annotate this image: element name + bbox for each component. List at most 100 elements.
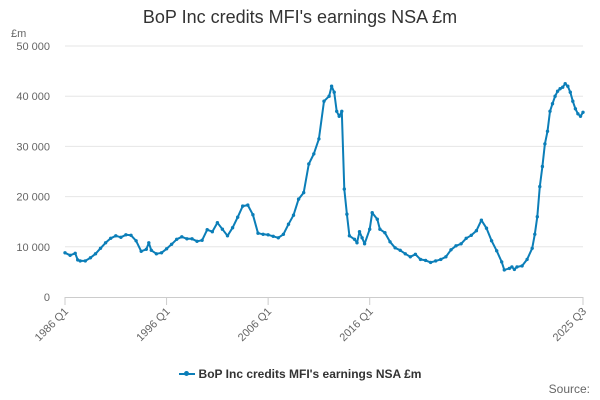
data-point[interactable]: [525, 257, 529, 262]
data-point[interactable]: [535, 215, 539, 219]
data-point[interactable]: [190, 237, 194, 241]
data-point[interactable]: [500, 260, 504, 264]
data-point[interactable]: [139, 249, 143, 253]
data-point[interactable]: [515, 265, 519, 269]
data-point[interactable]: [185, 237, 189, 241]
data-point[interactable]: [507, 266, 512, 271]
data-point[interactable]: [398, 248, 402, 252]
data-point[interactable]: [119, 235, 123, 239]
data-point[interactable]: [357, 230, 362, 234]
data-point[interactable]: [512, 267, 517, 272]
data-point[interactable]: [543, 142, 547, 146]
data-point[interactable]: [439, 257, 443, 262]
data-point[interactable]: [413, 252, 418, 256]
data-point[interactable]: [340, 109, 344, 114]
data-point[interactable]: [261, 232, 265, 236]
data-point[interactable]: [180, 235, 184, 239]
data-point[interactable]: [286, 222, 291, 226]
data-point[interactable]: [418, 257, 423, 262]
data-point[interactable]: [147, 241, 151, 245]
data-point[interactable]: [555, 89, 560, 93]
data-point[interactable]: [530, 246, 534, 250]
data-point[interactable]: [533, 232, 537, 236]
data-point[interactable]: [495, 249, 499, 253]
data-point[interactable]: [129, 233, 133, 237]
data-point[interactable]: [205, 228, 209, 232]
data-point[interactable]: [307, 162, 311, 166]
data-point[interactable]: [428, 260, 433, 265]
data-point[interactable]: [98, 246, 103, 250]
data-point[interactable]: [408, 255, 412, 259]
data-point[interactable]: [149, 248, 153, 252]
data-point[interactable]: [159, 251, 164, 255]
data-point[interactable]: [383, 231, 387, 235]
data-point[interactable]: [215, 221, 220, 225]
data-point[interactable]: [220, 227, 225, 231]
data-point[interactable]: [459, 242, 463, 246]
data-point[interactable]: [114, 234, 118, 238]
data-point[interactable]: [538, 184, 542, 189]
data-point[interactable]: [103, 241, 108, 245]
data-point[interactable]: [322, 99, 326, 103]
data-point[interactable]: [296, 197, 301, 201]
data-point[interactable]: [347, 234, 352, 238]
data-point[interactable]: [251, 213, 255, 217]
legend[interactable]: BoP Inc credits MFI's earnings NSA £m: [0, 364, 600, 381]
data-point[interactable]: [464, 236, 468, 240]
data-point[interactable]: [479, 218, 484, 222]
data-point[interactable]: [329, 84, 334, 88]
data-point[interactable]: [352, 237, 357, 241]
data-point[interactable]: [469, 233, 473, 237]
data-point[interactable]: [302, 190, 306, 195]
data-point[interactable]: [434, 259, 438, 263]
data-point[interactable]: [281, 232, 286, 236]
data-point[interactable]: [566, 84, 570, 88]
data-point[interactable]: [576, 112, 580, 116]
data-point[interactable]: [489, 239, 494, 243]
legend-item[interactable]: BoP Inc credits MFI's earnings NSA £m: [178, 367, 421, 381]
data-point[interactable]: [134, 239, 138, 243]
data-point[interactable]: [548, 109, 552, 114]
data-point[interactable]: [362, 242, 367, 246]
data-point[interactable]: [454, 244, 458, 248]
data-point[interactable]: [93, 252, 98, 256]
data-point[interactable]: [444, 255, 448, 259]
data-point[interactable]: [484, 226, 489, 230]
data-point[interactable]: [360, 236, 364, 240]
data-point[interactable]: [63, 251, 67, 255]
data-point[interactable]: [502, 268, 506, 272]
data-point[interactable]: [154, 252, 159, 256]
data-point[interactable]: [195, 239, 199, 243]
data-point[interactable]: [558, 87, 562, 91]
data-point[interactable]: [474, 229, 479, 233]
data-point[interactable]: [271, 234, 275, 238]
data-point[interactable]: [236, 215, 240, 219]
data-point[interactable]: [200, 238, 204, 242]
data-point[interactable]: [266, 233, 270, 237]
data-point[interactable]: [78, 259, 82, 263]
data-point[interactable]: [561, 85, 565, 89]
data-point[interactable]: [342, 187, 346, 191]
data-point[interactable]: [553, 94, 557, 98]
data-point[interactable]: [571, 99, 575, 103]
data-point[interactable]: [210, 230, 214, 234]
data-point[interactable]: [88, 256, 93, 260]
data-point[interactable]: [73, 251, 77, 255]
data-point[interactable]: [355, 241, 359, 245]
data-point[interactable]: [337, 114, 341, 119]
data-point[interactable]: [449, 248, 453, 252]
data-point[interactable]: [573, 107, 578, 111]
data-point[interactable]: [332, 90, 336, 94]
data-point[interactable]: [368, 227, 372, 231]
data-point[interactable]: [124, 233, 128, 237]
data-point[interactable]: [378, 227, 382, 231]
data-point[interactable]: [375, 217, 379, 221]
data-point[interactable]: [246, 203, 250, 207]
data-point[interactable]: [230, 226, 235, 230]
data-point[interactable]: [423, 258, 428, 263]
data-point[interactable]: [276, 236, 280, 240]
data-point[interactable]: [164, 247, 169, 251]
data-point[interactable]: [68, 253, 72, 257]
data-point[interactable]: [550, 102, 555, 106]
data-point[interactable]: [83, 259, 88, 263]
